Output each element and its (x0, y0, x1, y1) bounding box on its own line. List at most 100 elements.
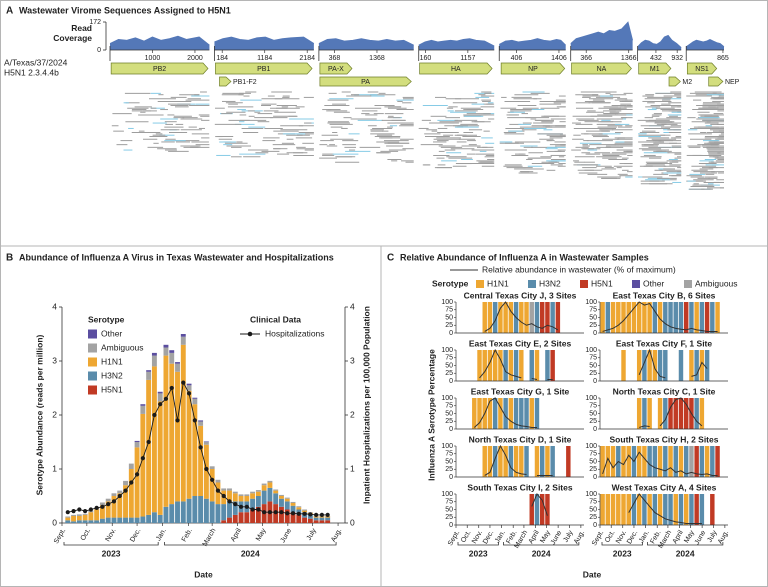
bar-segment (140, 413, 146, 517)
serotype-stripe (482, 302, 487, 333)
y-tick-label: 25 (589, 418, 597, 425)
legend-swatch (684, 280, 692, 288)
bar-segment (180, 334, 186, 337)
serotype-stripe (605, 446, 611, 477)
legend-label: Hospitalizations (265, 328, 325, 338)
reads (418, 91, 495, 169)
coverage-line (214, 36, 315, 44)
y-tick-label: 75 (445, 499, 453, 506)
y-tick-label: 75 (589, 403, 597, 410)
hospitalization-point (279, 510, 284, 515)
serotype-stripe (631, 494, 637, 525)
serotype-stripe (663, 302, 668, 333)
strain-label: A/Texas/37/2024 (4, 57, 68, 67)
y2-tick-label: 2 (350, 409, 355, 419)
serotype-stripe (534, 446, 540, 477)
serotype-stripe (683, 446, 689, 477)
bar-segment (111, 493, 117, 496)
serotype-stripe (694, 398, 699, 429)
subplot-title: East Texas City B, 6 Sites (613, 290, 716, 300)
bar-segment (134, 447, 140, 518)
bar-segment (238, 494, 244, 496)
subtype-label: H5N1 2.3.4.4b (4, 67, 59, 77)
bar-segment (215, 504, 221, 523)
serotype-stripe (636, 446, 642, 477)
bar-segment (290, 503, 296, 506)
subplot-title: North Texas City D, 1 Site (469, 434, 572, 444)
year-label: 2023 (102, 548, 121, 558)
bar-segment (192, 404, 198, 496)
serotype-stripe (498, 302, 503, 333)
bar-segment (198, 496, 204, 523)
serotype-stripe (652, 494, 658, 525)
hospitalization-point (221, 493, 226, 499)
gene-arrow (319, 62, 353, 75)
gene-label: NP (528, 66, 538, 73)
y-tick-label: 0 (593, 474, 597, 481)
legend-swatch (88, 329, 97, 339)
bar-segment (82, 514, 88, 521)
serotype-stripe (683, 302, 689, 333)
y-tick-label: 25 (445, 418, 453, 425)
y-tick-label: 0 (449, 522, 453, 529)
hospitalization-line (67, 381, 328, 516)
serotype-stripe (503, 446, 508, 477)
y-tick-label: 0 (593, 522, 597, 529)
serotype-stripe (699, 302, 705, 333)
hospitalization-point (71, 509, 76, 514)
serotype-stripe (508, 398, 514, 429)
bar-segment (157, 393, 163, 402)
bar-segment (146, 371, 152, 380)
serotype-stripe (673, 446, 678, 477)
hospitalization-point (152, 412, 157, 418)
x-tick-label: 2184 (299, 55, 315, 62)
bar-segment (140, 405, 146, 414)
bar-segment (284, 497, 290, 499)
serotype-stripe (508, 302, 514, 333)
bar-segment (105, 517, 111, 523)
legend-label: Ambiguous (695, 278, 738, 288)
serotype-stripe (710, 446, 715, 477)
bar-segment (261, 483, 267, 486)
y-tick-label: 50 (445, 458, 453, 465)
hospitalization-point (198, 445, 203, 450)
serotype-stripe (678, 446, 684, 477)
year-label: 2024 (676, 548, 695, 558)
bar-segment (284, 498, 290, 502)
hospitalization-point (129, 480, 134, 485)
bar-segment (232, 491, 238, 494)
serotype-stripe (715, 302, 720, 333)
bar-segment (186, 385, 192, 391)
hospitalization-point (273, 510, 278, 515)
y-tick-label: 100 (585, 395, 597, 402)
gene-label: M2 (682, 79, 692, 86)
bar-segment (244, 512, 250, 523)
bar-segment (105, 498, 111, 502)
serotype-stripe (647, 494, 652, 525)
y-tick-label: 100 (441, 347, 453, 354)
serotype-stripe (616, 494, 621, 525)
serotype-stripe (621, 350, 626, 381)
gene-arrow (319, 76, 412, 87)
hospitalization-point (163, 396, 169, 401)
serotype-stripe (519, 302, 524, 333)
y-tick-label: 100 (585, 443, 597, 450)
serotype-stripe (699, 398, 705, 429)
abundance-line (473, 397, 537, 428)
y-tick-label: 75 (445, 451, 453, 458)
y-tick-label: 0 (97, 47, 101, 54)
bar-segment (250, 498, 256, 510)
serotype-stripe (534, 398, 540, 429)
coverage-area (418, 38, 495, 50)
y-tick-label: 75 (589, 355, 597, 362)
serotype-stripe (642, 446, 647, 477)
bar-segment (319, 520, 325, 523)
serotype-stripe (694, 350, 699, 381)
panel-title: Abundance of Influenza A Virus in Texas … (19, 252, 334, 262)
serotype-stripe (663, 494, 668, 525)
bar-segment (186, 498, 192, 523)
y-tick-label: 0 (449, 426, 453, 433)
serotype-stripe (621, 494, 626, 525)
